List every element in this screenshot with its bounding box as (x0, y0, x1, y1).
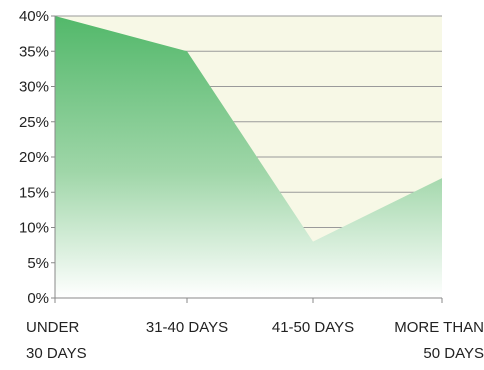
y-tick-label: 10% (19, 220, 49, 237)
x-axis-ticks: UNDER 30 DAYS 31-40 DAYS 41-50 DAYS MORE THA… (26, 298, 484, 362)
y-tick-label: 20% (19, 149, 49, 166)
x-category-label: 31-40 DAYS (146, 319, 228, 336)
y-axis-ticks: 0% 5% 10% 15% 20% 25% 30% 35% 40% (19, 8, 55, 307)
y-tick-label: 5% (27, 255, 49, 272)
y-tick-label: 35% (19, 43, 49, 60)
y-tick-label: 0% (27, 290, 49, 307)
x-category-label: UNDER 30 DAYS (26, 319, 87, 362)
x-category-label-line: 50 DAYS (423, 345, 484, 362)
x-category-label: MORE THAN 50 DAYS (394, 319, 484, 362)
y-tick-label: 15% (19, 184, 49, 201)
y-tick-label: 30% (19, 79, 49, 96)
x-category-label-line: 31-40 DAYS (146, 319, 228, 336)
x-category-label: 41-50 DAYS (272, 319, 354, 336)
x-category-label-line: 30 DAYS (26, 345, 87, 362)
y-tick-label: 40% (19, 8, 49, 25)
x-category-label-line: MORE THAN (394, 319, 484, 336)
y-tick-label: 25% (19, 114, 49, 131)
x-category-label-line: UNDER (26, 319, 80, 336)
x-category-label-line: 41-50 DAYS (272, 319, 354, 336)
